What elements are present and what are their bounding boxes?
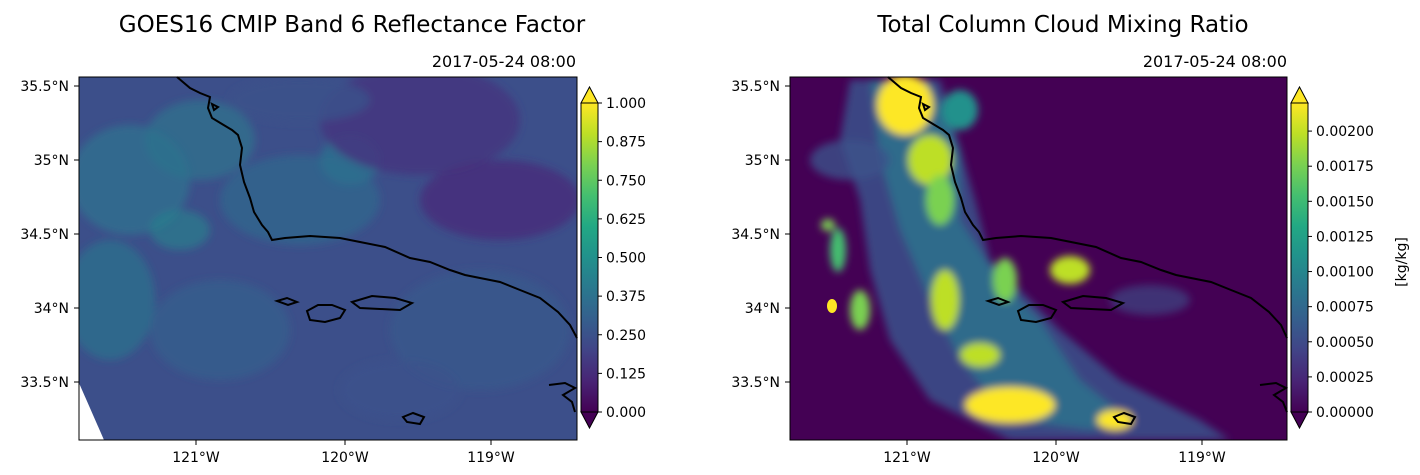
colorbar-tick-label: 0.00200: [1316, 124, 1374, 140]
right-map-frame: [789, 76, 1288, 441]
right-colorbar-label: [kg/kg]: [1394, 237, 1410, 287]
left-y-tick: 34.5°N: [20, 227, 69, 243]
colorbar-tick-label: 0.500: [606, 251, 646, 267]
left-map-image: [79, 77, 577, 440]
right-colorbar: 0.00000 0.00025 0.00050 0.00075 0.00100 0.001…: [1290, 85, 1410, 430]
right-colorbar-extend-min: [1290, 411, 1309, 430]
colorbar-tick-label: 0.000: [606, 405, 646, 421]
colorbar-tick-label: 1.000: [606, 96, 646, 112]
left-colorbar-extend-max: [580, 85, 599, 104]
right-colorbar-gradient: [1291, 103, 1308, 412]
left-map-frame: [78, 76, 578, 441]
colorbar-tick-label: 0.125: [606, 366, 646, 382]
colorbar-tick-label: 0.250: [606, 328, 646, 344]
right-coastline: [887, 76, 1289, 426]
right-colorbar-extend-max: [1290, 85, 1309, 104]
right-y-tick: 35.5°N: [731, 79, 780, 95]
colorbar-tick-label: 0.00100: [1316, 265, 1374, 281]
colorbar-tick-label: 0.00075: [1316, 300, 1374, 316]
left-y-axis: 35.5°N 35°N 34.5°N 34°N 33.5°N: [20, 79, 79, 391]
right-x-axis: 121°W 120°W 119°W: [883, 440, 1226, 466]
left-x-axis: 121°W 120°W 119°W: [172, 440, 515, 466]
colorbar-tick-label: 0.00125: [1316, 229, 1374, 245]
left-subtitle: 2017-05-24 08:00: [432, 52, 576, 71]
left-colorbar-extend-min: [580, 411, 599, 430]
right-y-tick: 33.5°N: [731, 375, 780, 391]
left-x-tick: 121°W: [172, 450, 220, 466]
colorbar-tick-label: 0.375: [606, 289, 646, 305]
left-coastline: [176, 76, 578, 426]
right-x-tick: 121°W: [883, 450, 931, 466]
left-y-tick: 33.5°N: [20, 375, 69, 391]
right-y-tick: 34°N: [745, 301, 780, 317]
colorbar-tick-label: 0.00050: [1316, 335, 1374, 351]
right-map-image: [790, 77, 1287, 440]
colorbar-tick-label: 0.625: [606, 212, 646, 228]
left-y-tick: 35°N: [34, 153, 69, 169]
colorbar-tick-label: 0.00025: [1316, 370, 1374, 386]
left-colorbar: 0.000 0.125 0.250 0.375 0.500 0.625 0.750 0.875…: [580, 85, 646, 430]
right-title: Total Column Cloud Mixing Ratio: [876, 12, 1248, 38]
right-y-axis: 35.5°N 35°N 34.5°N 34°N 33.5°N: [731, 79, 790, 391]
right-panel: Total Column Cloud Mixing Ratio 2017-05-…: [731, 12, 1410, 466]
colorbar-tick-label: 0.875: [606, 135, 646, 151]
right-y-tick: 34.5°N: [731, 227, 780, 243]
left-colorbar-gradient: [581, 103, 598, 412]
left-panel: GOES16 CMIP Band 6 Reflectance Factor 20…: [20, 12, 646, 466]
colorbar-tick-label: 0.750: [606, 173, 646, 189]
colorbar-tick-label: 0.00000: [1316, 405, 1374, 421]
left-title: GOES16 CMIP Band 6 Reflectance Factor: [119, 12, 586, 38]
left-x-tick: 120°W: [321, 450, 369, 466]
right-x-tick: 119°W: [1178, 450, 1226, 466]
right-subtitle: 2017-05-24 08:00: [1143, 52, 1287, 71]
colorbar-tick-label: 0.00175: [1316, 159, 1374, 175]
left-y-tick: 35.5°N: [20, 79, 69, 95]
right-y-tick: 35°N: [745, 153, 780, 169]
right-x-tick: 120°W: [1032, 450, 1080, 466]
colorbar-tick-label: 0.00150: [1316, 194, 1374, 210]
left-x-tick: 119°W: [467, 450, 515, 466]
left-y-tick: 34°N: [34, 301, 69, 317]
